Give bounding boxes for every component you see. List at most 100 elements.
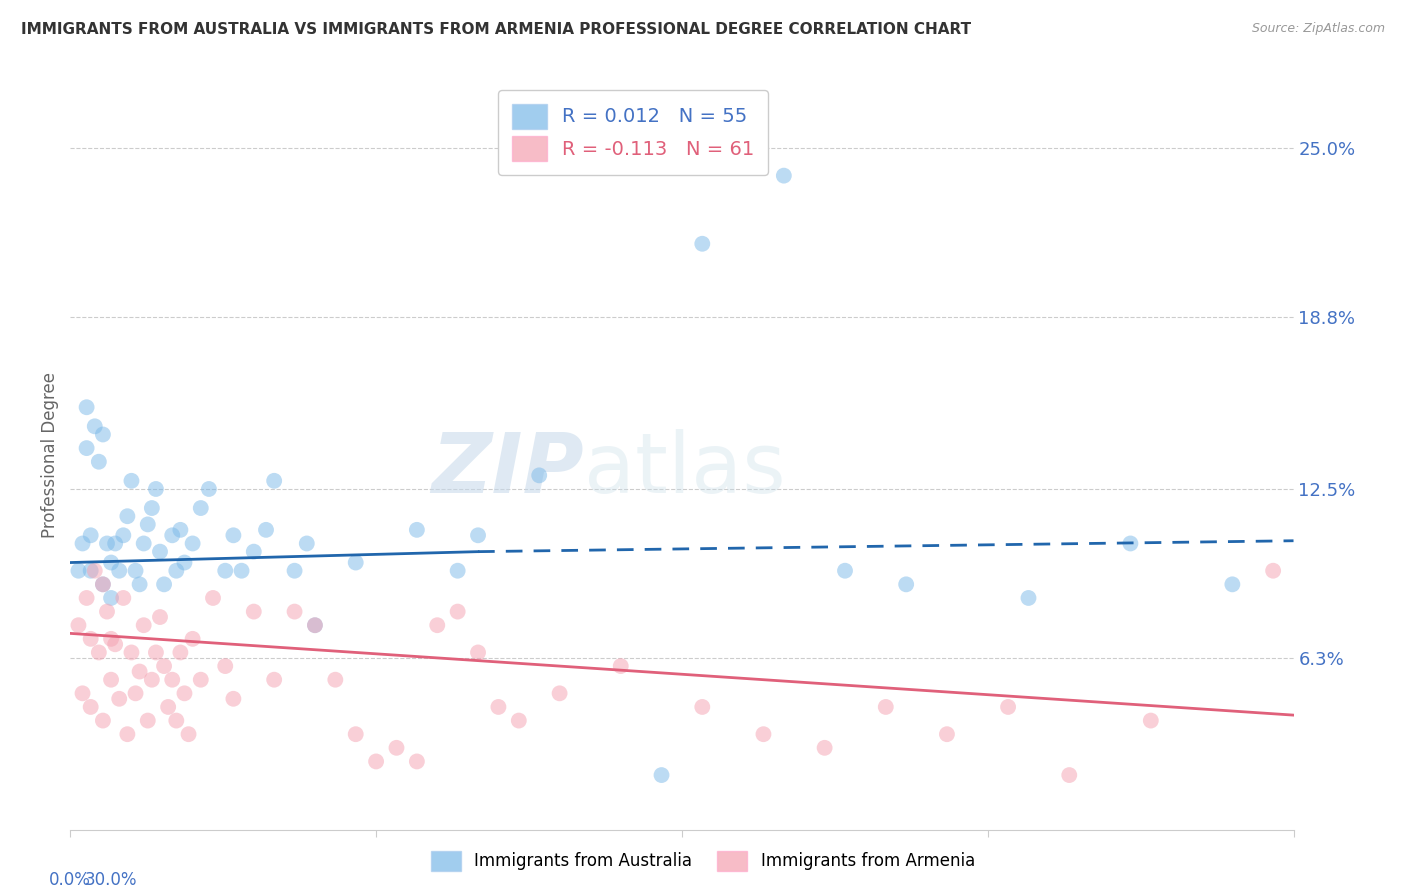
- Point: [108, 564, 131, 578]
- Point: [1057, 768, 1080, 782]
- Point: [83, 564, 105, 578]
- Point: [323, 673, 347, 687]
- Point: [181, 632, 204, 646]
- Point: [117, 727, 139, 741]
- Point: [773, 169, 796, 183]
- Point: [96, 536, 118, 550]
- Point: [79, 564, 103, 578]
- Point: [72, 536, 94, 550]
- Point: [692, 700, 714, 714]
- Point: [263, 474, 285, 488]
- Point: [813, 740, 835, 755]
- Point: [997, 700, 1019, 714]
- Point: [87, 645, 110, 659]
- Text: IMMIGRANTS FROM AUSTRALIA VS IMMIGRANTS FROM ARMENIA PROFESSIONAL DEGREE CORRELA: IMMIGRANTS FROM AUSTRALIA VS IMMIGRANTS …: [21, 22, 972, 37]
- Point: [100, 591, 122, 605]
- Point: [181, 536, 204, 550]
- Point: [177, 727, 200, 741]
- Point: [834, 564, 856, 578]
- Point: [263, 673, 285, 687]
- Point: [1119, 536, 1142, 550]
- Point: [91, 577, 114, 591]
- Point: [104, 536, 127, 550]
- Point: [136, 517, 159, 532]
- Point: [548, 686, 571, 700]
- Point: [169, 523, 191, 537]
- Point: [214, 659, 236, 673]
- Point: [1220, 577, 1243, 591]
- Text: Source: ZipAtlas.com: Source: ZipAtlas.com: [1251, 22, 1385, 36]
- Point: [124, 564, 146, 578]
- Point: [145, 645, 167, 659]
- Point: [222, 528, 245, 542]
- Point: [202, 591, 225, 605]
- Point: [72, 686, 94, 700]
- Point: [243, 605, 266, 619]
- Point: [76, 591, 98, 605]
- Point: [79, 528, 103, 542]
- Point: [284, 564, 307, 578]
- Point: [153, 577, 176, 591]
- Point: [173, 686, 195, 700]
- Point: [136, 714, 159, 728]
- Point: [222, 691, 245, 706]
- Point: [488, 700, 510, 714]
- Point: [344, 727, 367, 741]
- Point: [467, 645, 489, 659]
- Point: [243, 544, 266, 558]
- Point: [406, 755, 429, 769]
- Point: [1139, 714, 1161, 728]
- Text: atlas: atlas: [583, 429, 786, 510]
- Point: [100, 556, 122, 570]
- Point: [157, 700, 180, 714]
- Point: [875, 700, 897, 714]
- Point: [198, 482, 221, 496]
- Point: [304, 618, 326, 632]
- Point: [96, 605, 118, 619]
- Point: [67, 564, 90, 578]
- Point: [79, 632, 103, 646]
- Point: [162, 673, 183, 687]
- Point: [406, 523, 429, 537]
- Point: [121, 645, 143, 659]
- Point: [692, 236, 714, 251]
- Point: [108, 691, 131, 706]
- Point: [112, 528, 135, 542]
- Point: [141, 501, 163, 516]
- Point: [117, 509, 139, 524]
- Point: [447, 564, 470, 578]
- Point: [124, 686, 146, 700]
- Point: [100, 632, 122, 646]
- Point: [169, 645, 191, 659]
- Point: [650, 768, 672, 782]
- Point: [149, 544, 172, 558]
- Point: [100, 673, 122, 687]
- Point: [610, 659, 633, 673]
- Point: [344, 556, 367, 570]
- Point: [162, 528, 183, 542]
- Point: [76, 441, 98, 455]
- Point: [467, 528, 489, 542]
- Y-axis label: Professional Degree: Professional Degree: [41, 372, 59, 538]
- Point: [447, 605, 470, 619]
- Point: [132, 536, 155, 550]
- Point: [91, 714, 114, 728]
- Point: [165, 564, 187, 578]
- Point: [132, 618, 155, 632]
- Point: [173, 556, 195, 570]
- Point: [149, 610, 172, 624]
- Point: [366, 755, 388, 769]
- Point: [91, 577, 114, 591]
- Point: [141, 673, 163, 687]
- Text: ZIP: ZIP: [432, 429, 583, 510]
- Point: [153, 659, 176, 673]
- Point: [529, 468, 551, 483]
- Point: [426, 618, 449, 632]
- Point: [87, 455, 110, 469]
- Point: [936, 727, 959, 741]
- Point: [304, 618, 326, 632]
- Point: [385, 740, 408, 755]
- Point: [112, 591, 135, 605]
- Point: [128, 577, 150, 591]
- Point: [67, 618, 90, 632]
